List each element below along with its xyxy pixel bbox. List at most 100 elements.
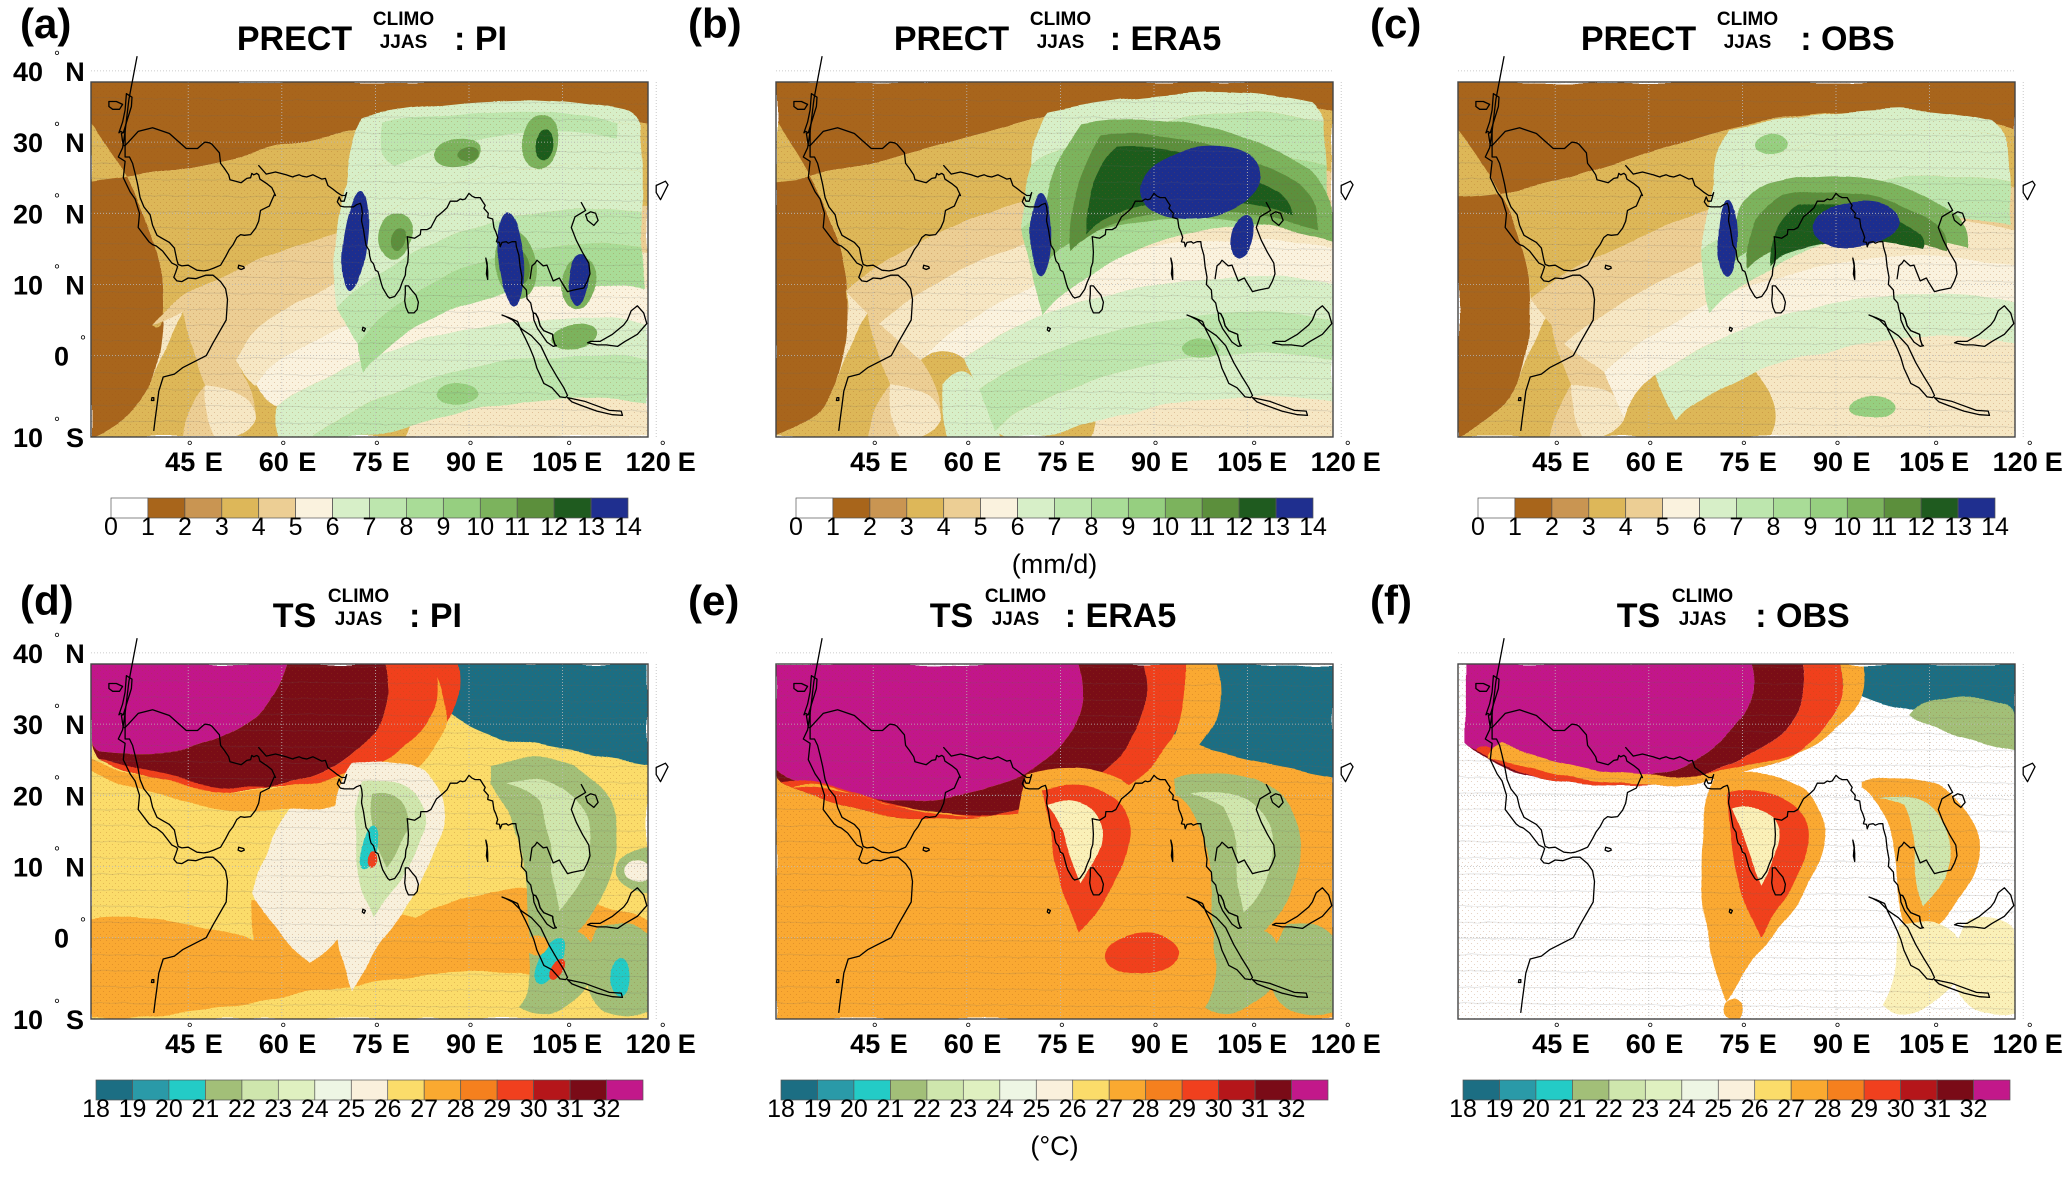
- svg-text:E: E: [2045, 447, 2063, 477]
- svg-text:: OBS: : OBS: [1800, 20, 1894, 58]
- svg-text:E: E: [298, 447, 316, 477]
- svg-text:°: °: [1251, 438, 1257, 455]
- svg-text:E: E: [1759, 447, 1777, 477]
- svg-text:: PI: : PI: [409, 597, 462, 635]
- svg-text:20: 20: [155, 1095, 183, 1123]
- svg-text:2: 2: [1545, 513, 1559, 541]
- svg-text:E: E: [1363, 447, 1381, 477]
- svg-text:°: °: [660, 1020, 666, 1037]
- svg-text:°: °: [54, 630, 60, 647]
- svg-text:10: 10: [13, 1005, 43, 1035]
- svg-text:4: 4: [1619, 513, 1633, 541]
- svg-text:20: 20: [840, 1095, 868, 1123]
- svg-text:5: 5: [974, 513, 988, 541]
- svg-text:22: 22: [913, 1095, 941, 1123]
- svg-text:6: 6: [1693, 513, 1707, 541]
- svg-text:E: E: [890, 1029, 908, 1059]
- svg-text:E: E: [983, 1029, 1001, 1059]
- svg-text:CLIMO: CLIMO: [1717, 9, 1778, 30]
- svg-text:°: °: [54, 261, 60, 278]
- svg-text:: PI: : PI: [454, 20, 507, 58]
- svg-text:10: 10: [13, 852, 43, 882]
- svg-text:9: 9: [1121, 513, 1135, 541]
- svg-text:(c): (c): [1370, 0, 1421, 47]
- svg-text:E: E: [1572, 1029, 1590, 1059]
- svg-text:°: °: [566, 438, 572, 455]
- svg-text:23: 23: [264, 1095, 292, 1123]
- svg-text:E: E: [392, 447, 410, 477]
- svg-text:1: 1: [141, 513, 155, 541]
- svg-text:E: E: [584, 1029, 602, 1059]
- svg-text:1: 1: [826, 513, 840, 541]
- svg-text:TS: TS: [273, 597, 316, 635]
- svg-text:N: N: [65, 710, 85, 740]
- svg-text:40: 40: [13, 639, 43, 669]
- svg-text:CLIMO: CLIMO: [328, 586, 389, 607]
- svg-text:°: °: [1933, 438, 1939, 455]
- svg-text:3: 3: [1582, 513, 1596, 541]
- svg-text:°: °: [2027, 1020, 2033, 1037]
- svg-text:25: 25: [1022, 1095, 1050, 1123]
- svg-text:JJAS: JJAS: [992, 609, 1040, 630]
- svg-text:°: °: [280, 1020, 286, 1037]
- svg-text:°: °: [54, 414, 60, 431]
- svg-text:°: °: [1741, 1020, 1747, 1037]
- svg-text:°: °: [1153, 438, 1159, 455]
- svg-text:14: 14: [1299, 513, 1327, 541]
- svg-text:°: °: [54, 996, 60, 1013]
- svg-text:(mm/d): (mm/d): [1012, 549, 1097, 579]
- svg-text:32: 32: [1960, 1095, 1988, 1123]
- svg-text:20: 20: [13, 781, 43, 811]
- svg-text:°: °: [1554, 438, 1560, 455]
- svg-text:32: 32: [1278, 1095, 1306, 1123]
- svg-text:14: 14: [1981, 513, 2009, 541]
- svg-text:10: 10: [1833, 513, 1861, 541]
- svg-text:21: 21: [876, 1095, 904, 1123]
- svg-text:°: °: [468, 1020, 474, 1037]
- svg-text:E: E: [485, 1029, 503, 1059]
- svg-text:°: °: [1554, 1020, 1560, 1037]
- svg-text:JJAS: JJAS: [1724, 32, 1772, 53]
- svg-text:14: 14: [614, 513, 642, 541]
- svg-text:6: 6: [1011, 513, 1025, 541]
- svg-text:27: 27: [410, 1095, 438, 1123]
- svg-text:25: 25: [337, 1095, 365, 1123]
- svg-text:30: 30: [1205, 1095, 1233, 1123]
- svg-text:°: °: [1059, 1020, 1065, 1037]
- svg-text:°: °: [1835, 1020, 1841, 1037]
- svg-text:: ERA5: : ERA5: [1110, 20, 1221, 58]
- svg-text:E: E: [1665, 1029, 1683, 1059]
- svg-text:(a): (a): [20, 0, 71, 47]
- svg-text:7: 7: [1730, 513, 1744, 541]
- svg-text:PRECT: PRECT: [237, 20, 352, 58]
- svg-text:E: E: [2045, 1029, 2063, 1059]
- svg-text:29: 29: [483, 1095, 511, 1123]
- svg-text:S: S: [66, 423, 84, 453]
- svg-text:E: E: [1852, 447, 1870, 477]
- svg-text:3: 3: [215, 513, 229, 541]
- svg-text:25: 25: [1704, 1095, 1732, 1123]
- svg-text:13: 13: [1944, 513, 1972, 541]
- svg-text:E: E: [1269, 447, 1287, 477]
- svg-text:8: 8: [399, 513, 413, 541]
- svg-text:E: E: [678, 1029, 696, 1059]
- svg-text:24: 24: [1668, 1095, 1696, 1123]
- svg-text:°: °: [1153, 1020, 1159, 1037]
- svg-text:E: E: [1363, 1029, 1381, 1059]
- svg-text:0: 0: [54, 342, 69, 372]
- svg-text:26: 26: [1741, 1095, 1769, 1123]
- svg-text:10: 10: [13, 423, 43, 453]
- svg-text:8: 8: [1084, 513, 1098, 541]
- svg-text:13: 13: [577, 513, 605, 541]
- svg-text:PRECT: PRECT: [894, 20, 1009, 58]
- svg-text:E: E: [983, 447, 1001, 477]
- svg-text:18: 18: [767, 1095, 795, 1123]
- svg-text:19: 19: [1486, 1095, 1514, 1123]
- svg-text:°: °: [54, 701, 60, 718]
- svg-text:N: N: [65, 57, 85, 87]
- svg-text:JJAS: JJAS: [380, 32, 428, 53]
- svg-text:5: 5: [289, 513, 303, 541]
- svg-text:E: E: [584, 447, 602, 477]
- svg-text:°: °: [1741, 438, 1747, 455]
- svg-text:°: °: [965, 1020, 971, 1037]
